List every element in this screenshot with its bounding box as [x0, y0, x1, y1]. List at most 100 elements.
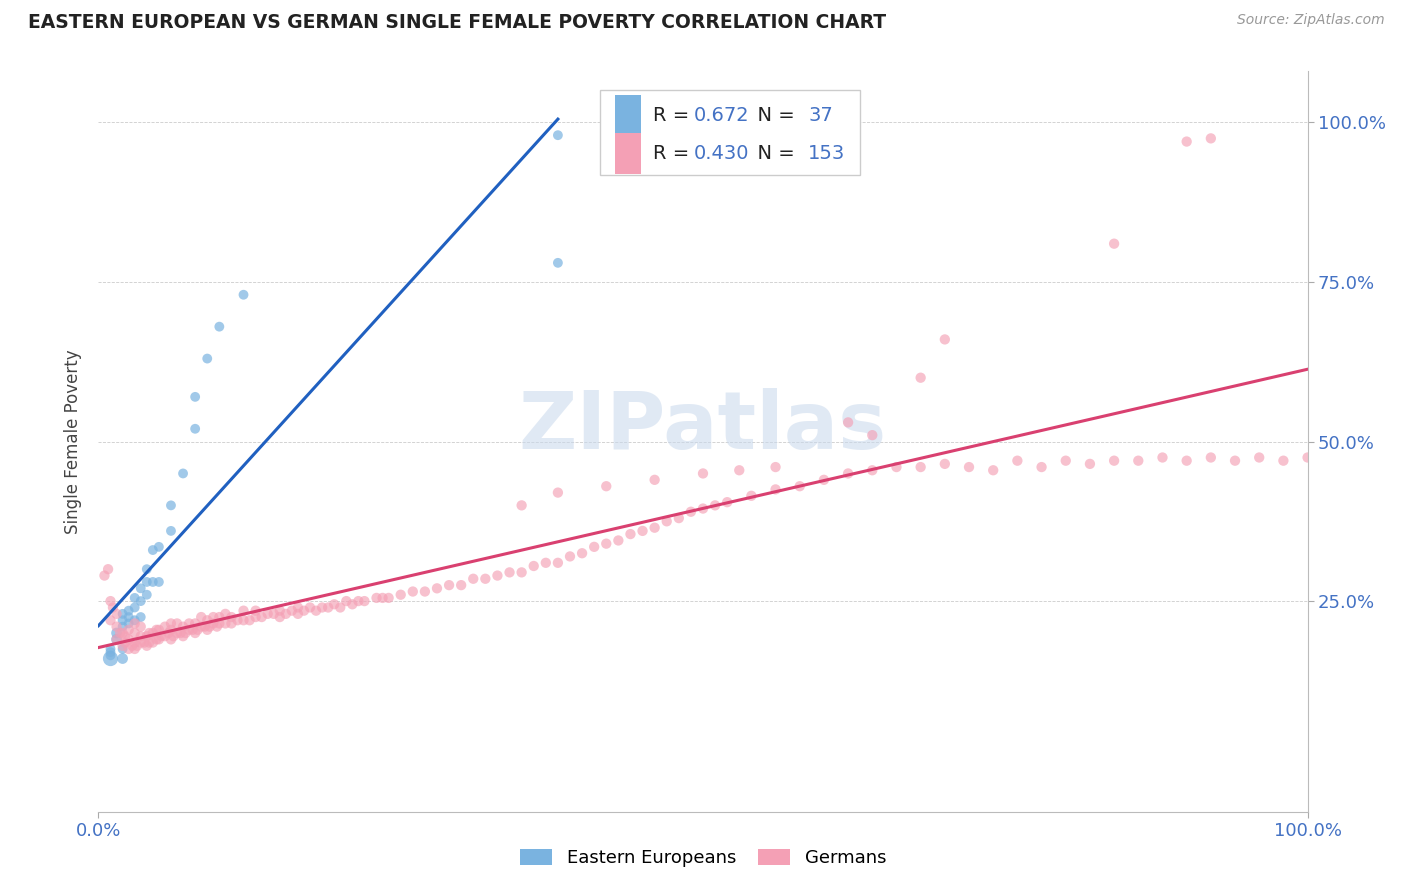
- Point: [631, 524, 654, 538]
- Point: [740, 489, 762, 503]
- Point: [160, 499, 183, 513]
- Point: [187, 623, 209, 637]
- Point: [692, 501, 714, 516]
- Point: [105, 607, 128, 621]
- Point: [208, 616, 231, 631]
- Point: [644, 521, 666, 535]
- Point: [145, 632, 167, 647]
- Point: [174, 626, 197, 640]
- Point: [1223, 453, 1246, 467]
- Point: [135, 588, 157, 602]
- Point: [232, 604, 254, 618]
- Point: [510, 499, 533, 513]
- Point: [129, 635, 152, 649]
- Point: [135, 562, 157, 576]
- Text: N =: N =: [745, 106, 801, 125]
- Point: [105, 632, 128, 647]
- Point: [145, 623, 167, 637]
- Point: [463, 572, 485, 586]
- Point: [910, 460, 932, 475]
- Point: [250, 610, 273, 624]
- Point: [100, 651, 122, 665]
- Point: [558, 549, 581, 564]
- Point: [934, 457, 956, 471]
- Point: [121, 639, 143, 653]
- Point: [981, 463, 1004, 477]
- Point: [329, 600, 352, 615]
- Point: [728, 463, 751, 477]
- Point: [274, 607, 297, 621]
- Point: [114, 635, 136, 649]
- Point: [129, 594, 152, 608]
- Point: [595, 536, 617, 550]
- Point: [160, 524, 183, 538]
- Point: [124, 613, 146, 627]
- Point: [269, 610, 291, 624]
- Point: [1102, 236, 1125, 251]
- Point: [105, 626, 128, 640]
- Point: [93, 568, 115, 582]
- Point: [135, 629, 157, 643]
- Point: [190, 619, 212, 633]
- Point: [486, 568, 509, 582]
- Point: [1128, 453, 1150, 467]
- Point: [100, 648, 122, 663]
- Point: [162, 629, 184, 643]
- Point: [957, 460, 980, 475]
- Point: [179, 616, 201, 631]
- Point: [704, 499, 727, 513]
- Point: [860, 463, 883, 477]
- Point: [292, 604, 315, 618]
- Text: N =: N =: [745, 145, 801, 163]
- Point: [214, 607, 236, 621]
- Point: [184, 626, 207, 640]
- Point: [135, 639, 157, 653]
- Point: [195, 613, 218, 627]
- Point: [534, 556, 557, 570]
- Point: [142, 626, 165, 640]
- Point: [619, 527, 641, 541]
- Point: [208, 610, 231, 624]
- FancyBboxPatch shape: [600, 90, 860, 175]
- Point: [547, 128, 569, 143]
- Point: [813, 473, 835, 487]
- Point: [150, 629, 173, 643]
- Point: [160, 616, 183, 631]
- Point: [142, 635, 165, 649]
- Point: [226, 613, 249, 627]
- Point: [335, 594, 357, 608]
- Point: [142, 543, 165, 558]
- Point: [287, 607, 309, 621]
- Point: [1249, 450, 1271, 465]
- Point: [111, 613, 134, 627]
- Legend: Eastern Europeans, Germans: Eastern Europeans, Germans: [513, 841, 893, 874]
- Point: [366, 591, 388, 605]
- Point: [245, 610, 267, 624]
- Point: [1175, 135, 1198, 149]
- Point: [118, 623, 141, 637]
- Point: [305, 604, 328, 618]
- Point: [179, 623, 201, 637]
- Point: [100, 613, 122, 627]
- Point: [205, 619, 228, 633]
- Point: [837, 416, 859, 430]
- Point: [194, 619, 217, 633]
- Point: [232, 287, 254, 301]
- Point: [111, 651, 134, 665]
- Point: [1031, 460, 1053, 475]
- Point: [377, 591, 399, 605]
- Point: [886, 460, 908, 475]
- Point: [118, 616, 141, 631]
- Point: [547, 485, 569, 500]
- Text: 0.672: 0.672: [693, 106, 749, 125]
- Point: [765, 460, 787, 475]
- Point: [101, 600, 124, 615]
- Point: [184, 390, 207, 404]
- Point: [353, 594, 375, 608]
- Point: [214, 616, 236, 631]
- Point: [450, 578, 472, 592]
- Point: [148, 574, 170, 589]
- Point: [169, 626, 191, 640]
- Point: [342, 597, 364, 611]
- Point: [181, 623, 204, 637]
